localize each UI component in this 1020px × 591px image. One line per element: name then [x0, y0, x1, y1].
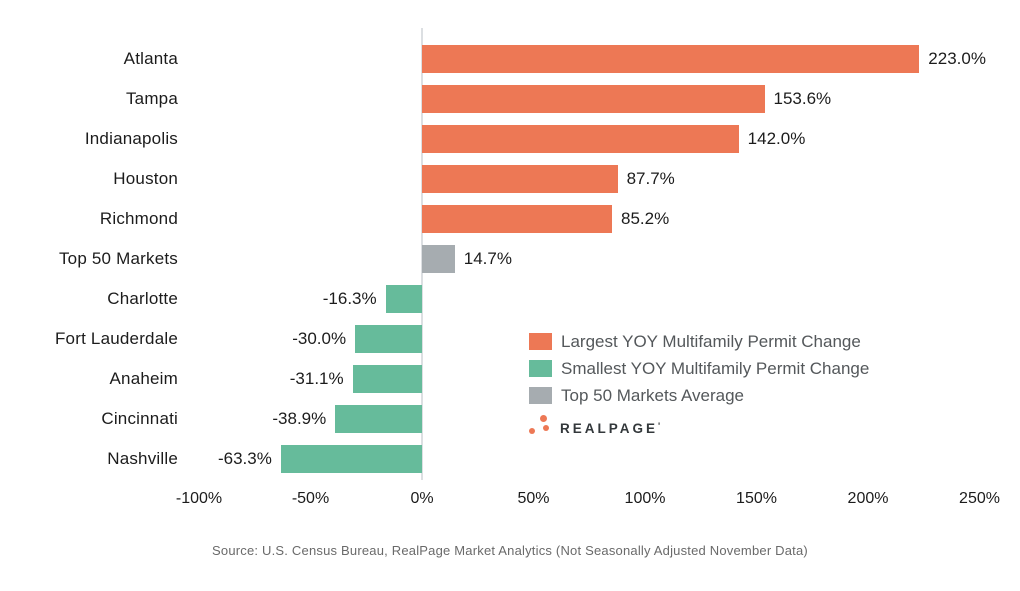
x-axis-tick: -50%: [291, 490, 330, 507]
category-label: Charlotte: [107, 289, 178, 308]
x-axis-tick: 100%: [624, 490, 666, 507]
bar-smallest: [385, 285, 422, 313]
category-label: Cincinnati: [101, 409, 178, 428]
x-axis-tick: 0%: [410, 490, 434, 507]
chart-legend: Largest YOY Multifamily Permit Change Sma…: [529, 328, 869, 409]
x-axis-tick: 50%: [517, 490, 550, 507]
legend-swatch-largest: [529, 333, 552, 350]
legend-item-largest: Largest YOY Multifamily Permit Change: [529, 328, 869, 355]
value-label: -63.3%: [217, 449, 272, 468]
category-label: Atlanta: [123, 49, 178, 68]
bar-smallest: [280, 445, 422, 473]
category-label: Nashville: [107, 449, 178, 468]
category-label: Top 50 Markets: [58, 249, 178, 268]
source-attribution: Source: U.S. Census Bureau, RealPage Mar…: [212, 543, 808, 558]
legend-label: Largest YOY Multifamily Permit Change: [561, 331, 861, 351]
category-label: Richmond: [99, 209, 178, 228]
legend-label: Smallest YOY Multifamily Permit Change: [561, 358, 870, 378]
bar-largest: [422, 85, 765, 113]
bar-largest: [422, 165, 618, 193]
bar-smallest: [355, 325, 422, 353]
bar-smallest: [352, 365, 422, 393]
value-label: 87.7%: [626, 169, 675, 188]
value-label: 223.0%: [928, 49, 986, 68]
legend-item-smallest: Smallest YOY Multifamily Permit Change: [529, 355, 869, 382]
value-label: 14.7%: [463, 249, 512, 268]
bar-average: [422, 245, 455, 273]
category-label: Indianapolis: [84, 129, 178, 148]
legend-swatch-average: [529, 387, 552, 404]
realpage-logo-wordmark: REALPAGE: [560, 421, 659, 436]
category-label: Tampa: [125, 89, 178, 108]
bar-smallest: [335, 405, 422, 433]
bar-largest: [422, 205, 612, 233]
x-axis-tick: 250%: [959, 490, 1000, 507]
value-label: -16.3%: [322, 289, 377, 308]
x-axis-tick: -100%: [175, 490, 223, 507]
value-label: -31.1%: [289, 369, 344, 388]
legend-item-average: Top 50 Markets Average: [529, 382, 869, 409]
value-label: 142.0%: [747, 129, 806, 148]
legend-swatch-smallest: [529, 360, 552, 377]
value-label: -38.9%: [272, 409, 327, 428]
realpage-logo-dots-icon: [528, 413, 554, 437]
value-label: 85.2%: [620, 209, 670, 228]
category-label: Fort Lauderdale: [54, 329, 178, 348]
category-label: Houston: [113, 169, 178, 188]
realpage-logo-text: REALPAGE': [560, 421, 660, 436]
x-axis-tick: 200%: [847, 490, 889, 507]
value-label: 153.6%: [773, 89, 832, 108]
realpage-logo: REALPAGE': [528, 413, 660, 437]
bar-largest: [422, 45, 920, 73]
realpage-logo-trademark: ': [658, 421, 661, 431]
bar-largest: [422, 125, 739, 153]
x-axis-tick: 150%: [736, 490, 777, 507]
value-label: -30.0%: [292, 329, 347, 348]
legend-label: Top 50 Markets Average: [561, 385, 745, 405]
category-label: Anaheim: [109, 369, 178, 388]
